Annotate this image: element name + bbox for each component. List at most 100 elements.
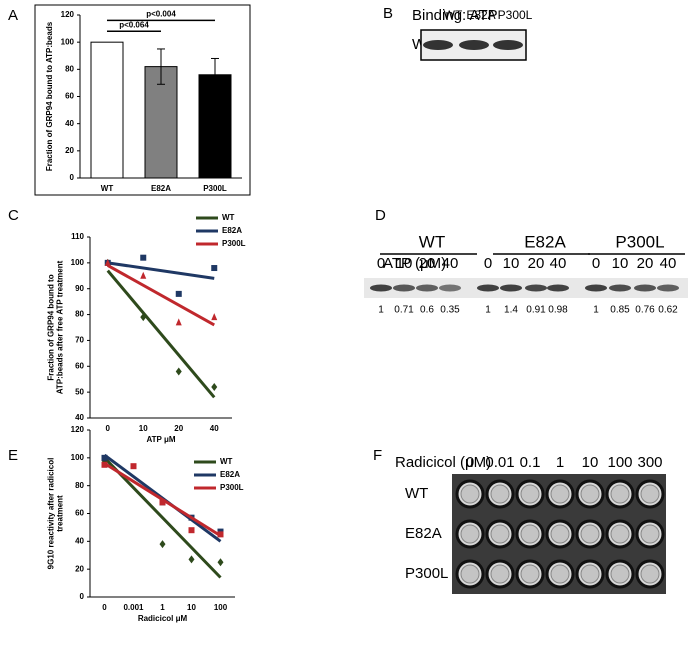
x-axis-label: ATP μM bbox=[146, 435, 175, 444]
marker bbox=[211, 265, 218, 272]
concentration-label: 300 bbox=[637, 454, 662, 471]
row-label: E82A bbox=[405, 525, 442, 542]
well-inner bbox=[610, 524, 630, 544]
y-tick-label: 0 bbox=[70, 173, 75, 182]
y-tick-label: 60 bbox=[65, 92, 74, 101]
band bbox=[525, 284, 547, 292]
panel-frame bbox=[34, 4, 251, 196]
marker bbox=[188, 527, 195, 534]
lane-label: 20 bbox=[637, 255, 654, 272]
y-tick-label: 40 bbox=[75, 413, 84, 422]
lane-label: 0 bbox=[377, 255, 385, 272]
x-tick-label: 1 bbox=[160, 603, 165, 612]
quantity-label: 0.85 bbox=[610, 305, 630, 316]
band bbox=[493, 40, 523, 50]
y-tick-label: 60 bbox=[75, 509, 84, 518]
band bbox=[547, 284, 569, 292]
y-tick-label: 100 bbox=[61, 37, 75, 46]
quantity-label: 0.71 bbox=[394, 305, 414, 316]
quantity-label: 1 bbox=[593, 305, 599, 316]
band bbox=[423, 40, 453, 50]
x-tick-label: 0.001 bbox=[123, 603, 144, 612]
panel-letter: B bbox=[383, 5, 393, 22]
x-tick-label: P300L bbox=[203, 184, 227, 193]
panel-letter: E bbox=[8, 447, 18, 464]
lane-label: 20 bbox=[419, 255, 436, 272]
lane-label: 20 bbox=[528, 255, 545, 272]
x-tick-label: 0 bbox=[102, 603, 107, 612]
x-tick-label: E82A bbox=[151, 184, 171, 193]
trend-line bbox=[107, 264, 215, 327]
group-label: P300L bbox=[615, 232, 664, 251]
y-tick-label: 100 bbox=[71, 258, 85, 267]
well-inner bbox=[610, 564, 630, 584]
well-inner bbox=[610, 484, 630, 504]
y-tick-label: 100 bbox=[71, 453, 85, 462]
y-axis-label: Fraction of GRP94 bound to bbox=[47, 274, 56, 380]
lane-label: E82A bbox=[466, 8, 495, 22]
marker bbox=[159, 540, 166, 549]
significance-label: p<0.064 bbox=[119, 20, 149, 29]
marker bbox=[175, 367, 182, 376]
row-label: WT bbox=[405, 485, 428, 502]
lane-label: 0 bbox=[592, 255, 600, 272]
x-tick-label: 100 bbox=[214, 603, 228, 612]
bar bbox=[90, 41, 124, 179]
radicicol-label: Radicicol (μM) bbox=[395, 454, 491, 471]
y-tick-label: 20 bbox=[65, 146, 74, 155]
panel-letter: F bbox=[373, 447, 382, 464]
quantity-label: 0.98 bbox=[548, 305, 568, 316]
y-tick-label: 90 bbox=[75, 284, 84, 293]
band bbox=[393, 284, 415, 292]
well-inner bbox=[640, 564, 660, 584]
x-tick-label: 10 bbox=[139, 424, 148, 433]
marker bbox=[175, 318, 182, 326]
band bbox=[500, 284, 522, 292]
band bbox=[439, 284, 461, 292]
well-inner bbox=[580, 484, 600, 504]
marker bbox=[217, 531, 224, 538]
well-inner bbox=[640, 484, 660, 504]
legend-label: E82A bbox=[220, 470, 240, 479]
x-tick-label: 20 bbox=[174, 424, 183, 433]
trend-line bbox=[103, 456, 222, 579]
significance-label: p<0.004 bbox=[146, 10, 176, 19]
atp-label: ATP (μM) bbox=[383, 255, 446, 272]
band bbox=[477, 284, 499, 292]
well-inner bbox=[490, 524, 510, 544]
marker bbox=[130, 463, 137, 470]
marker bbox=[159, 499, 166, 506]
trend-line bbox=[107, 261, 215, 280]
y-tick-label: 40 bbox=[65, 119, 74, 128]
quantity-label: 0.35 bbox=[440, 305, 460, 316]
marker bbox=[217, 558, 224, 567]
concentration-label: 10 bbox=[582, 454, 599, 471]
band bbox=[370, 284, 392, 292]
y-axis-label: ATP:beads after free ATP treatment bbox=[56, 260, 65, 394]
panel-letter: C bbox=[8, 207, 19, 224]
band bbox=[416, 284, 438, 292]
well-inner bbox=[550, 564, 570, 584]
legend-label: WT bbox=[220, 457, 233, 466]
band bbox=[609, 284, 631, 292]
x-tick-label: 10 bbox=[187, 603, 196, 612]
quantity-label: 1.4 bbox=[504, 305, 518, 316]
marker bbox=[104, 258, 111, 266]
well-inner bbox=[580, 564, 600, 584]
well-inner bbox=[460, 524, 480, 544]
y-tick-label: 120 bbox=[61, 10, 75, 19]
marker bbox=[101, 454, 108, 461]
well-inner bbox=[490, 484, 510, 504]
y-tick-label: 40 bbox=[75, 536, 84, 545]
marker bbox=[101, 461, 108, 468]
well-inner bbox=[520, 484, 540, 504]
y-tick-label: 120 bbox=[71, 425, 85, 434]
concentration-label: 100 bbox=[607, 454, 632, 471]
well-inner bbox=[520, 564, 540, 584]
concentration-label: 1 bbox=[556, 454, 564, 471]
concentration-label: 0.01 bbox=[485, 454, 514, 471]
y-tick-label: 80 bbox=[65, 64, 74, 73]
well-inner bbox=[460, 484, 480, 504]
well-inner bbox=[520, 524, 540, 544]
